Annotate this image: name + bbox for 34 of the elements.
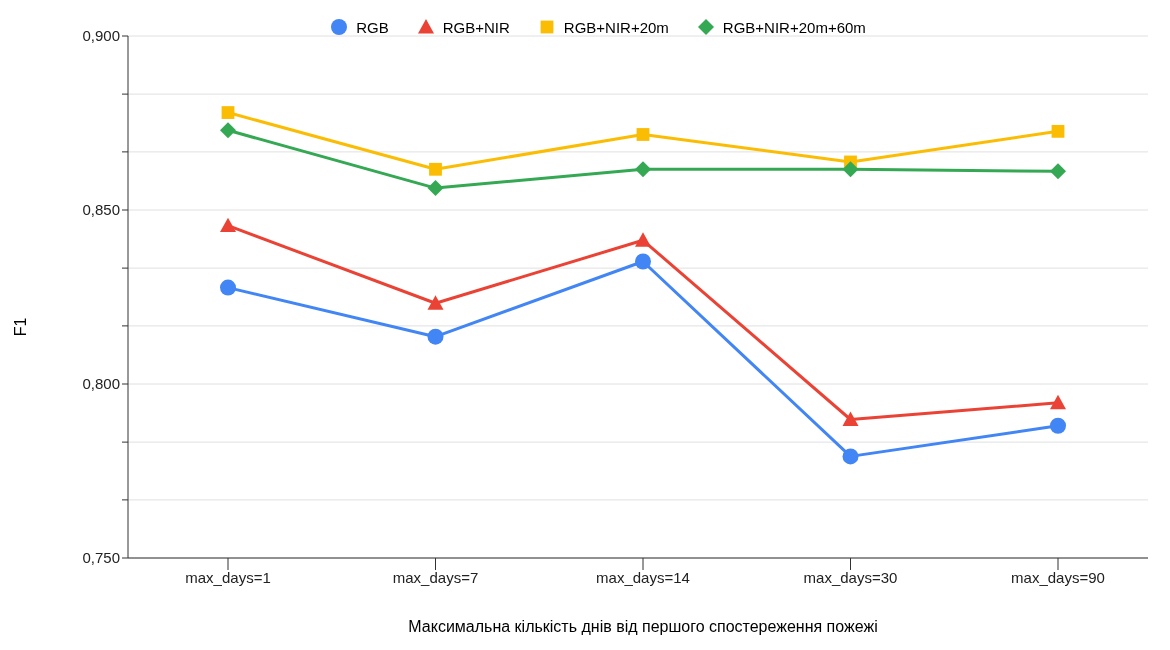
point: [427, 295, 444, 310]
point: [842, 448, 859, 465]
point: [427, 328, 444, 345]
x-tick-label: max_days=1: [185, 568, 271, 586]
y-tick-label: 0,800: [82, 375, 120, 393]
point: [221, 106, 235, 119]
point: [635, 253, 651, 270]
point: [842, 161, 859, 178]
point: [635, 161, 651, 178]
x-tick-label: max_days=30: [803, 568, 898, 586]
x-tick-label: max_days=90: [1011, 568, 1105, 586]
legend-label: RGB: [356, 18, 389, 36]
legend-label: RGB+NIR+20m+60m: [722, 18, 866, 36]
point: [635, 232, 651, 247]
point: [1050, 394, 1066, 410]
y-tick-label: 0,850: [82, 201, 120, 219]
point: [427, 180, 444, 197]
x-tick-label: max_days=7: [392, 568, 479, 586]
y-tick-label: 0,750: [82, 549, 120, 567]
point: [220, 122, 236, 139]
point: [220, 279, 236, 296]
point: [1050, 163, 1066, 180]
point: [1050, 417, 1066, 434]
legend-label: RGB+NIR: [442, 18, 510, 36]
point: [1051, 124, 1065, 138]
y-axis-title: F1: [12, 317, 31, 337]
x-tick-label: max_days=14: [596, 568, 690, 586]
point: [636, 128, 650, 141]
point: [842, 411, 859, 426]
point: [220, 217, 236, 233]
legend-label: RGB+NIR+20m: [563, 18, 669, 36]
point: [429, 162, 442, 176]
x-axis-title: Максимальна кількість днів від першого спостереження пожежі: [407, 618, 879, 636]
y-tick-label: 0,900: [82, 27, 120, 45]
